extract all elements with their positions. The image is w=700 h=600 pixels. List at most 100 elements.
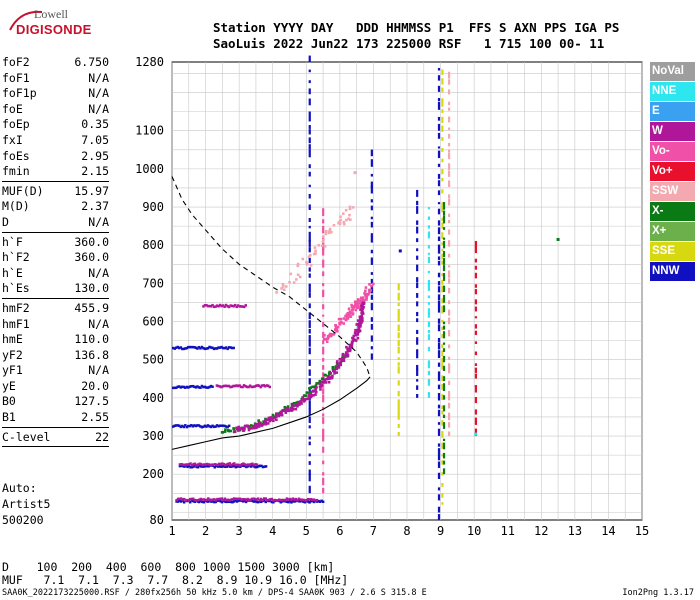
param-row: foF1p N/A: [2, 86, 109, 102]
interference-streak-mark: [474, 351, 478, 356]
es-echo-point: [199, 462, 203, 466]
isolated-echo-point: [474, 432, 478, 436]
es-echo-point: [190, 423, 193, 427]
f2-x-trace-point: [334, 365, 338, 368]
interference-streak-mark: [437, 220, 441, 226]
param-row: h`Es 130.0: [2, 281, 109, 297]
interference-streak-mark: [447, 152, 451, 160]
es-echo-point: [236, 304, 240, 307]
interference-streak-mark: [474, 316, 478, 319]
interference-streak-mark: [442, 321, 446, 325]
interference-streak-mark: [427, 216, 431, 220]
es-echo-point: [237, 463, 241, 467]
param-key: fxI: [2, 132, 23, 147]
es-echo-point: [202, 305, 205, 308]
param-key: hmF2: [2, 300, 30, 315]
interference-streak-mark: [442, 210, 446, 216]
es-echo-point: [202, 465, 206, 468]
es-echo-point: [306, 497, 310, 501]
f2-o-trace-point: [332, 369, 335, 373]
es-echo-point: [205, 347, 208, 350]
spread-f-echo-point: [321, 235, 325, 238]
f2-high-ray-point: [348, 314, 352, 318]
interference-streak-mark: [308, 469, 311, 476]
es-echo-point: [190, 385, 193, 388]
es-echo-point: [196, 463, 200, 466]
interference-streak-mark: [308, 284, 311, 293]
param-value: 15.97: [74, 183, 109, 198]
es-echo-point: [240, 498, 243, 501]
f2-o-trace-point: [312, 394, 315, 397]
f2-high-ray-point: [344, 314, 347, 318]
es-echo-point: [230, 304, 234, 308]
es-echo-point: [273, 498, 277, 502]
f2-x-trace-point: [311, 385, 314, 389]
interference-streak-mark: [437, 318, 441, 324]
interference-streak-mark: [308, 436, 311, 440]
interference-streak-mark: [322, 271, 325, 277]
param-key: foF1p: [2, 86, 37, 101]
f2-o-trace-point: [359, 304, 363, 308]
f2-x-trace-point: [320, 377, 324, 380]
es-echo-point: [243, 464, 247, 468]
interference-streak-mark: [441, 482, 444, 487]
f2-o-trace-point: [287, 407, 290, 411]
f2-o-trace-point: [314, 388, 317, 391]
interference-streak-mark: [474, 417, 478, 425]
es-echo-point: [196, 465, 200, 469]
es-echo-point: [194, 346, 198, 350]
interference-streak-mark: [442, 422, 446, 429]
es-echo-point: [181, 463, 185, 466]
interference-streak-mark: [416, 200, 419, 206]
es-echo-point: [255, 500, 258, 504]
es-echo-point: [308, 498, 311, 501]
es-echo-point: [299, 498, 302, 501]
x-tick-label: 1: [168, 524, 175, 538]
es-echo-point: [303, 500, 307, 504]
interference-streak-mark: [308, 239, 311, 247]
es-echo-point: [238, 497, 242, 501]
interference-streak-mark: [322, 219, 325, 224]
es-echo-point: [203, 424, 207, 428]
f2-o-trace-point: [305, 397, 308, 401]
es-echo-point: [206, 304, 210, 308]
es-echo-point: [191, 425, 195, 428]
interference-streak-mark: [447, 220, 451, 224]
es-echo-point: [255, 465, 259, 469]
f2-o-trace-point: [360, 311, 363, 314]
spread-f-echo-point: [296, 262, 300, 266]
es-echo-point: [243, 463, 247, 466]
es-echo-point: [287, 500, 290, 504]
interference-streak-mark: [370, 353, 373, 360]
param-value: 2.37: [81, 199, 109, 214]
interference-streak-mark: [447, 107, 451, 111]
f2-o-trace-point: [335, 371, 338, 374]
param-key: yF1: [2, 363, 23, 378]
es-echo-point: [269, 498, 272, 501]
f2-x-trace-point: [335, 361, 339, 365]
es-echo-point: [224, 303, 228, 307]
es-echo-point: [235, 500, 239, 503]
spread-f-echo-point: [295, 278, 298, 281]
es-echo-point: [270, 500, 274, 504]
es-echo-point: [246, 465, 250, 468]
es-echo-point: [219, 499, 222, 503]
es-echo-point: [262, 384, 265, 387]
spread-f-echo-point: [323, 245, 327, 248]
param-key: foEs: [2, 148, 30, 163]
interference-streak-mark: [474, 265, 478, 270]
interference-streak-mark: [322, 372, 325, 378]
f2-o-trace-point: [237, 425, 241, 429]
es-echo-point: [187, 464, 191, 467]
interference-streak-mark: [427, 245, 431, 249]
interference-streak-mark: [447, 402, 451, 409]
f2-x-trace-point: [223, 430, 227, 433]
f2-high-ray-point: [351, 312, 355, 316]
param-row: hmF2 455.9: [2, 301, 109, 317]
param-key: h`F: [2, 234, 23, 249]
interference-streak-mark: [441, 492, 444, 498]
es-echo-point: [176, 385, 180, 389]
es-echo-point: [173, 386, 177, 390]
interference-streak-mark: [416, 385, 419, 390]
interference-streak-mark: [437, 461, 441, 468]
